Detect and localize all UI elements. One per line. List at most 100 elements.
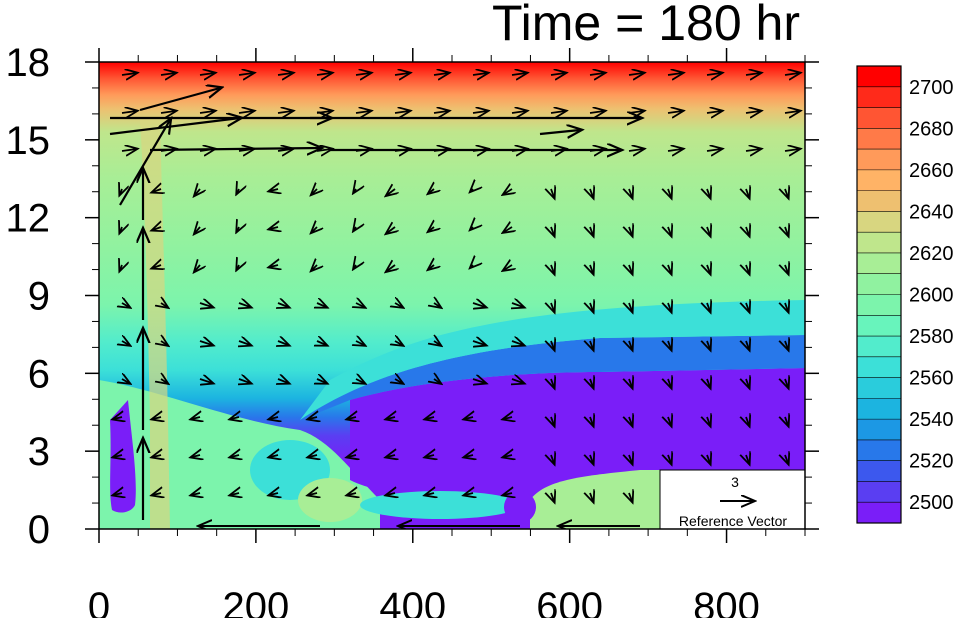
vector-arrow — [192, 455, 200, 457]
colorbar-label: 2660 — [909, 160, 954, 182]
vector-arrow — [472, 111, 487, 113]
vector-arrow — [270, 227, 278, 229]
vector-arrow — [668, 189, 671, 197]
colorbar-segment — [857, 86, 901, 109]
vector-arrow — [628, 73, 643, 75]
y-tick-label: 18 — [6, 41, 51, 85]
vector-arrow — [707, 189, 710, 197]
vector-arrow — [590, 303, 593, 311]
y-tick-label: 15 — [6, 119, 51, 163]
contour-field — [99, 62, 805, 529]
vector-arrow — [309, 455, 317, 457]
vector-arrow — [785, 227, 788, 235]
colorbar-segment — [857, 252, 901, 275]
vector-arrow — [309, 493, 317, 495]
vector-arrow — [512, 379, 523, 383]
vector-arrow — [199, 73, 214, 75]
vector-arrow — [590, 455, 593, 463]
vector-arrow — [629, 227, 632, 235]
vector-arrow — [429, 265, 434, 269]
contour-low-region — [350, 368, 805, 510]
vector-arrow — [153, 417, 161, 419]
vector-arrow — [354, 265, 356, 268]
vector-arrow — [348, 493, 356, 495]
colorbar-label: 2620 — [909, 243, 954, 265]
vector-arrow — [237, 265, 239, 269]
vector-arrow — [707, 379, 710, 387]
vector-arrow — [426, 417, 434, 419]
vector-arrow — [355, 111, 370, 113]
y-tick-label: 6 — [28, 352, 50, 396]
vector-arrow — [590, 341, 593, 349]
vector-arrow — [114, 493, 122, 495]
vector-arrow — [277, 111, 292, 113]
vector-arrow — [199, 111, 214, 113]
colorbar-segment — [857, 481, 901, 503]
vector-arrow — [149, 148, 320, 150]
vector-arrow — [395, 303, 402, 307]
vector-arrow — [745, 73, 760, 75]
vector-arrow — [317, 341, 326, 345]
vector-arrow — [746, 303, 749, 311]
colorbar-segment — [857, 169, 901, 192]
vector-arrow — [465, 455, 473, 457]
vector-arrow — [629, 265, 632, 273]
vector-arrow — [550, 111, 565, 113]
vector-arrow — [277, 73, 292, 75]
colorbar-segment — [857, 460, 901, 482]
vector-arrow — [317, 379, 326, 383]
x-tick-label: 600 — [536, 585, 603, 618]
vector-arrow — [121, 111, 136, 113]
vector-arrow — [628, 149, 643, 151]
vector-arrow — [270, 265, 278, 267]
vector-arrow — [199, 303, 212, 307]
vector-arrow — [355, 73, 370, 75]
vector-arrow — [785, 455, 788, 463]
vector-arrow — [668, 341, 671, 349]
colorbar-segment — [857, 294, 901, 316]
vector-arrow — [472, 379, 485, 383]
vector-arrow — [707, 341, 710, 349]
vector-arrow — [153, 189, 161, 192]
vector-arrow — [668, 227, 671, 235]
y-tick-label: 9 — [28, 275, 50, 319]
colorbar-label: 2600 — [909, 285, 954, 307]
vector-arrow — [161, 303, 167, 307]
vector-arrow — [511, 111, 526, 113]
vector-arrow — [472, 73, 487, 75]
vector-arrow — [354, 227, 356, 230]
y-axis: 0 3 6 9 12 15 18 — [6, 41, 819, 552]
vector-arrow — [270, 455, 278, 457]
vector-arrow — [629, 189, 632, 197]
vector-arrow — [504, 265, 512, 270]
vector-arrow — [629, 303, 632, 311]
vector-arrow — [239, 379, 250, 383]
vector-arrow — [465, 417, 473, 419]
vector-arrow — [706, 73, 721, 75]
colorbar-segment — [857, 439, 901, 462]
vector-arrow — [278, 303, 288, 307]
vector-arrow — [511, 73, 526, 75]
vector-arrow — [785, 265, 788, 273]
vector-arrow — [139, 88, 220, 112]
vector-arrow — [153, 455, 161, 457]
vector-arrow — [668, 265, 671, 273]
vector-arrow — [119, 120, 170, 206]
vector-arrow — [270, 189, 278, 191]
vector-arrow — [629, 379, 632, 387]
vector-arrow — [512, 303, 523, 307]
vector-arrow — [629, 455, 632, 463]
vector-arrow — [746, 379, 749, 387]
colorbar-segment — [857, 190, 901, 212]
vector-arrow — [121, 73, 136, 75]
vector-arrow — [387, 265, 395, 271]
vector-arrow — [551, 493, 554, 501]
colorbar-segment — [857, 315, 901, 337]
vector-arrow — [785, 303, 788, 311]
vector-arrow — [551, 189, 554, 197]
vector-arrow — [122, 341, 129, 345]
vector-arrow — [120, 227, 122, 232]
vector-arrow — [707, 303, 710, 311]
vector-arrow — [153, 493, 161, 495]
